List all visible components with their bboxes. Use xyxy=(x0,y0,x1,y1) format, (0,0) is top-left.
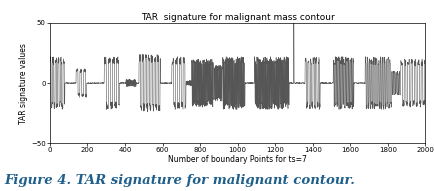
Y-axis label: TAR signature values: TAR signature values xyxy=(19,43,28,124)
Title: TAR  signature for malignant mass contour: TAR signature for malignant mass contour xyxy=(141,13,335,22)
Text: Figure 4. TAR signature for malignant contour.: Figure 4. TAR signature for malignant co… xyxy=(4,174,355,187)
X-axis label: Number of boundary Points for ts=7: Number of boundary Points for ts=7 xyxy=(168,155,307,164)
